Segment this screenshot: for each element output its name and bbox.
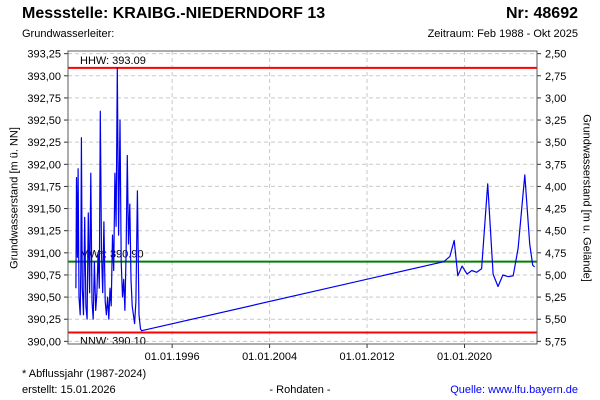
period-label: Zeitraum: Feb 1988 - Okt 2025 xyxy=(427,28,578,40)
y-tick-label-left: 392,50 xyxy=(27,115,61,127)
y-tick-label-right: 4,00 xyxy=(545,181,566,193)
y-tick-label-right: 3,00 xyxy=(545,93,566,105)
hydrograph-data-line xyxy=(75,67,536,332)
y-tick-label-left: 390,50 xyxy=(27,292,61,304)
y-tick-label-left: 392,75 xyxy=(27,93,61,105)
y-tick-label-left: 393,00 xyxy=(27,71,61,83)
y-tick-label-left: 392,25 xyxy=(27,137,61,149)
y-tick-label-left: 391,50 xyxy=(27,204,61,216)
y-tick-label-right: 3,75 xyxy=(545,159,566,171)
y-tick-label-left: 390,00 xyxy=(27,336,61,348)
y-tick-label-right: 4,50 xyxy=(545,226,566,238)
y-tick-label-left: 391,25 xyxy=(27,226,61,238)
plot-frame xyxy=(67,50,538,345)
source-link[interactable]: Quelle: www.lfu.bayern.de xyxy=(450,384,578,396)
y-tick-label-right: 3,25 xyxy=(545,115,566,127)
y-tick-label-right: 5,50 xyxy=(545,314,566,326)
y-tick-label-left: 391,00 xyxy=(27,248,61,260)
y-tick-label-right: 2,50 xyxy=(545,49,566,61)
y-tick-label-left: 390,25 xyxy=(27,314,61,326)
x-tick-label: 01.01.2004 xyxy=(242,351,297,363)
y-tick-label-right: 5,25 xyxy=(545,292,566,304)
y-tick-label-right: 3,50 xyxy=(545,137,566,149)
y-tick-label-right: 4,75 xyxy=(545,248,566,260)
footnote-abflussjahr: * Abflussjahr (1987-2024) xyxy=(22,368,147,380)
y-tick-label-right: 5,75 xyxy=(545,336,566,348)
x-tick-label: 01.01.2020 xyxy=(437,351,492,363)
page-title: Messstelle: KRAIBG.-NIEDERNDORF 13 xyxy=(22,5,326,22)
created-date: erstellt: 15.01.2026 xyxy=(22,384,116,396)
y-tick-label-right: 5,00 xyxy=(545,270,566,282)
station-number: Nr: 48692 xyxy=(505,5,578,22)
y-tick-label-left: 391,75 xyxy=(27,181,61,193)
aquifer-label: Grundwasserleiter: xyxy=(22,28,115,40)
x-tick-label: 01.01.2012 xyxy=(340,351,395,363)
y-tick-label-left: 390,75 xyxy=(27,270,61,282)
x-tick-label: 01.01.1996 xyxy=(145,351,200,363)
reference-line-label-hhw: HHW: 393.09 xyxy=(80,55,146,67)
reference-line-label-nnw: NNW: 390.10 xyxy=(80,335,146,347)
y-tick-label-right: 2,75 xyxy=(545,71,566,83)
y-tick-label-right: 4,25 xyxy=(545,204,566,216)
y-tick-label-left: 393,25 xyxy=(27,49,61,61)
y-tick-label-left: 392,00 xyxy=(27,159,61,171)
data-type-label: - Rohdaten - xyxy=(269,384,331,396)
